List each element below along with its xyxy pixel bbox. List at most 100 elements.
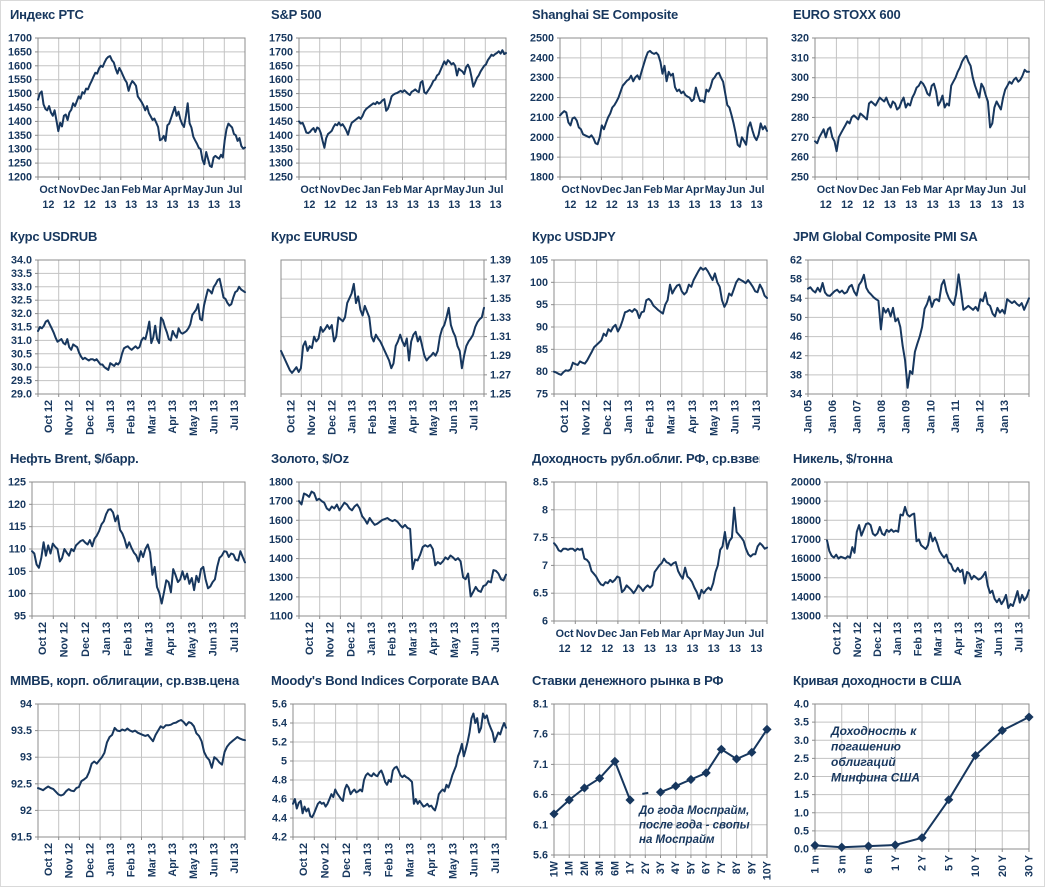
svg-text:Mar: Mar [142, 184, 162, 196]
svg-text:7: 7 [542, 560, 548, 572]
svg-text:13: 13 [125, 199, 137, 211]
svg-text:20000: 20000 [791, 477, 821, 489]
svg-text:Nov 12: Nov 12 [58, 622, 70, 657]
svg-text:38: 38 [790, 369, 802, 381]
svg-text:32.5: 32.5 [11, 295, 32, 307]
chart-panel-micex-corp-bonds: ММВБ, корп. облигации, ср.взв.цена 94 93.5… [0, 666, 261, 887]
svg-text:13: 13 [668, 199, 680, 211]
svg-text:1750: 1750 [269, 33, 293, 45]
svg-text:1500: 1500 [269, 534, 293, 546]
svg-text:Mar 13: Mar 13 [146, 400, 158, 434]
svg-text:1400: 1400 [269, 130, 293, 142]
svg-text:12: 12 [324, 199, 336, 211]
svg-text:1400: 1400 [269, 553, 293, 565]
svg-text:13: 13 [689, 199, 701, 211]
svg-text:13: 13 [709, 199, 721, 211]
svg-text:Feb 13: Feb 13 [122, 622, 134, 656]
svg-text:30.5: 30.5 [11, 348, 32, 360]
svg-text:Jul: Jul [749, 184, 765, 196]
svg-text:4.6: 4.6 [272, 794, 287, 806]
svg-text:42: 42 [790, 350, 802, 362]
svg-text:6.6: 6.6 [533, 789, 548, 801]
svg-text:Feb 13: Feb 13 [644, 400, 656, 434]
svg-text:Jan 09: Jan 09 [901, 400, 913, 434]
svg-text:1700: 1700 [269, 496, 293, 508]
svg-text:Jan 13: Jan 13 [892, 622, 904, 656]
svg-text:9Y: 9Y [746, 860, 758, 874]
svg-text:May 13: May 13 [973, 622, 985, 658]
svg-text:2100: 2100 [530, 112, 554, 124]
svg-text:280: 280 [791, 112, 809, 124]
svg-text:Mar: Mar [923, 184, 943, 196]
svg-text:100: 100 [530, 277, 548, 289]
svg-text:1.33: 1.33 [490, 312, 511, 324]
svg-text:12: 12 [564, 199, 576, 211]
svg-text:Jan 07: Jan 07 [852, 400, 864, 434]
svg-text:Oct 12: Oct 12 [559, 400, 571, 433]
svg-text:Apr: Apr [424, 184, 443, 196]
svg-text:115: 115 [9, 521, 26, 533]
svg-text:May 13: May 13 [447, 843, 459, 879]
svg-text:12: 12 [42, 199, 54, 211]
svg-text:Oct 12: Oct 12 [43, 843, 55, 876]
svg-text:30 Y: 30 Y [1024, 854, 1036, 877]
svg-text:Feb: Feb [644, 184, 664, 196]
svg-text:Dec 12: Dec 12 [345, 622, 357, 657]
svg-text:1600: 1600 [269, 515, 293, 527]
svg-text:1600: 1600 [269, 74, 293, 86]
svg-text:31.0: 31.0 [11, 335, 32, 347]
svg-text:Feb 13: Feb 13 [126, 400, 138, 434]
svg-text:13: 13 [665, 643, 677, 655]
svg-text:Jan: Jan [619, 628, 638, 640]
svg-text:19000: 19000 [791, 496, 821, 508]
svg-text:29.5: 29.5 [11, 375, 32, 387]
svg-text:3 m: 3 m [836, 855, 848, 874]
svg-text:Feb: Feb [383, 184, 403, 196]
svg-text:2200: 2200 [530, 92, 554, 104]
svg-text:13: 13 [490, 199, 502, 211]
svg-text:0.0: 0.0 [794, 844, 809, 856]
svg-text:13: 13 [644, 643, 656, 655]
svg-text:Jul 13: Jul 13 [490, 622, 502, 653]
svg-text:91.5: 91.5 [11, 832, 32, 844]
svg-text:Jun 13: Jun 13 [208, 622, 220, 656]
svg-text:Oct 12: Oct 12 [37, 622, 49, 655]
svg-text:13000: 13000 [791, 611, 821, 623]
svg-text:Apr 13: Apr 13 [426, 843, 438, 877]
svg-text:Dec 12: Dec 12 [326, 400, 338, 435]
svg-text:20 Y: 20 Y [997, 854, 1009, 877]
svg-text:May 13: May 13 [186, 622, 198, 658]
svg-text:32.0: 32.0 [11, 308, 32, 320]
svg-text:13: 13 [469, 199, 481, 211]
svg-text:Oct 12: Oct 12 [304, 622, 316, 655]
svg-text:1450: 1450 [269, 116, 293, 128]
svg-text:1900: 1900 [530, 152, 554, 164]
chart-title: Нефть Brent, $/барр. [10, 451, 139, 466]
svg-text:110: 110 [9, 544, 26, 556]
svg-text:Oct: Oct [556, 628, 574, 640]
svg-text:Dec: Dec [80, 184, 100, 196]
svg-text:15000: 15000 [791, 572, 821, 584]
svg-text:14000: 14000 [791, 591, 821, 603]
svg-text:May 13: May 13 [188, 843, 200, 879]
svg-text:Jun 13: Jun 13 [730, 400, 742, 434]
svg-text:270: 270 [791, 132, 809, 144]
chart-panel-sp500: S&P 500 1750 1700 1650 1600 1550 1500 1450 1400 1… [261, 0, 522, 222]
svg-text:1500: 1500 [269, 102, 293, 114]
svg-text:13: 13 [167, 199, 179, 211]
chart-panel-shanghai: Shanghai SE Composite 2500 2400 2300 2200 210… [522, 0, 783, 222]
svg-text:May: May [444, 184, 465, 196]
chart-canvas: 8.5 8 7.5 7 6.5 6 Oct 12 Nov 12 Dec 12 Jan 13 Feb 13 Mar… [533, 477, 768, 655]
svg-text:Nov 12: Nov 12 [306, 400, 318, 435]
svg-text:Feb: Feb [902, 184, 922, 196]
svg-text:1300: 1300 [269, 158, 293, 170]
svg-text:1250: 1250 [8, 158, 32, 170]
svg-text:Nov 12: Nov 12 [852, 622, 864, 657]
svg-text:18000: 18000 [791, 515, 821, 527]
svg-text:Oct: Oct [300, 184, 318, 196]
svg-text:120: 120 [8, 499, 26, 511]
svg-text:3.5: 3.5 [794, 717, 809, 729]
svg-text:Oct 12: Oct 12 [298, 843, 310, 876]
svg-text:Mar: Mar [662, 628, 682, 640]
svg-text:1350: 1350 [8, 130, 32, 142]
